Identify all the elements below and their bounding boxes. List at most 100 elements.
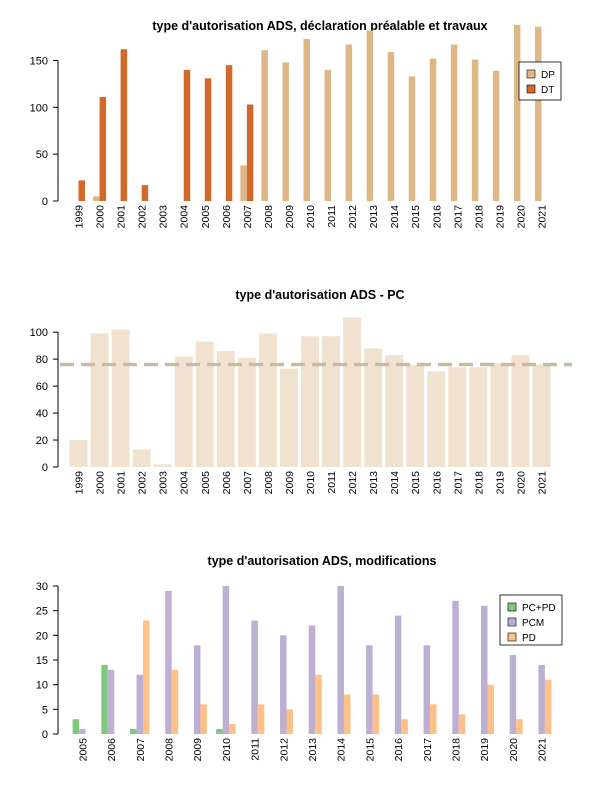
x-tick-label: 2006 bbox=[106, 738, 118, 762]
y-tick-label: 20 bbox=[36, 630, 48, 642]
bar-pd-2019 bbox=[487, 684, 494, 734]
x-tick-label: 2012 bbox=[278, 738, 290, 762]
bar-pcm-2007 bbox=[136, 674, 144, 734]
x-tick-label: 2000 bbox=[95, 471, 107, 495]
y-tick-label: 5 bbox=[42, 704, 48, 716]
bar-pc-2012 bbox=[343, 317, 362, 467]
x-tick-label: 2018 bbox=[473, 471, 485, 495]
bar-pc-2004 bbox=[174, 356, 193, 467]
chart-title: type d'autorisation ADS - PC bbox=[235, 288, 404, 302]
bar-dp-2009 bbox=[282, 62, 289, 202]
bar-pd-2009 bbox=[200, 704, 207, 734]
x-tick-label: 2017 bbox=[422, 738, 434, 762]
y-tick-label: 40 bbox=[36, 408, 48, 420]
bar-dp-2019 bbox=[492, 70, 500, 201]
bar-pd-2007 bbox=[143, 620, 150, 734]
bar-pc-2006 bbox=[216, 351, 235, 467]
y-tick-label: 25 bbox=[36, 606, 48, 618]
x-tick-label: 2016 bbox=[431, 205, 443, 229]
x-tick-label: 2003 bbox=[158, 205, 170, 229]
x-tick-label: 2008 bbox=[263, 471, 275, 495]
bar-pc-2007 bbox=[237, 357, 256, 467]
bar-pd-2018 bbox=[458, 714, 466, 734]
bar-dp-2020 bbox=[513, 24, 521, 201]
y-tick-label: 50 bbox=[36, 149, 48, 161]
bar-dp-2017 bbox=[450, 44, 458, 202]
bar-pd-2015 bbox=[372, 694, 380, 734]
bar-dp-2012 bbox=[345, 44, 353, 202]
bar-pc-2000 bbox=[90, 333, 109, 467]
x-tick-label: 2011 bbox=[326, 205, 338, 228]
bar-pc-2003 bbox=[153, 464, 172, 467]
x-tick-label: 2019 bbox=[494, 471, 506, 495]
x-tick-label: 2010 bbox=[221, 738, 233, 762]
bar-dp-2010 bbox=[303, 38, 310, 201]
bar-pcm-2010 bbox=[222, 586, 230, 734]
x-tick-label: 2009 bbox=[284, 471, 296, 495]
x-tick-label: 2008 bbox=[263, 205, 275, 229]
bar-dt-2004 bbox=[183, 69, 191, 201]
bar-dp-2007 bbox=[240, 165, 247, 201]
chart-modifications: type d'autorisation ADS, modifications 0 5… bbox=[0, 540, 600, 800]
x-tick-label: 1999 bbox=[74, 471, 86, 495]
x-tick-label: 2021 bbox=[536, 205, 548, 229]
bar-dp-2000 bbox=[93, 196, 100, 201]
bar-dp-2021 bbox=[534, 26, 542, 201]
x-tick-label: 2019 bbox=[494, 205, 506, 229]
bar-pc-2021 bbox=[532, 364, 551, 467]
bar-pc-2005 bbox=[195, 341, 214, 467]
legend-swatch-dp bbox=[526, 69, 536, 79]
x-tick-label: 2017 bbox=[452, 205, 464, 229]
y-tick-label: 100 bbox=[30, 327, 48, 339]
bar-pc-2014 bbox=[385, 355, 404, 467]
bar-dt-2006 bbox=[225, 65, 233, 201]
x-tick-label: 2010 bbox=[305, 471, 317, 495]
x-tick-label: 2018 bbox=[451, 738, 463, 762]
bar-dt-2000 bbox=[99, 97, 107, 201]
bar-dt-2001 bbox=[120, 49, 128, 201]
x-tick-label: 2020 bbox=[508, 738, 520, 762]
bar-pc-2009 bbox=[279, 368, 298, 467]
x-tick-label: 2014 bbox=[389, 205, 401, 229]
bar-pc-2002 bbox=[132, 449, 151, 467]
x-tick-label: 2005 bbox=[200, 205, 212, 229]
x-tick-label: 2017 bbox=[452, 471, 464, 495]
x-tick-label: 2005 bbox=[77, 738, 89, 762]
bar-pc-pd-2007 bbox=[130, 729, 137, 734]
x-tick-label: 1999 bbox=[74, 205, 86, 229]
bar-pc-2017 bbox=[448, 367, 467, 467]
bar-pc-2015 bbox=[406, 364, 425, 467]
x-tick-label: 2005 bbox=[200, 471, 212, 495]
bar-dt-2002 bbox=[141, 185, 149, 201]
x-tick-label: 2007 bbox=[242, 471, 254, 495]
x-tick-label: 2016 bbox=[431, 471, 443, 495]
x-tick-label: 2001 bbox=[116, 205, 128, 229]
x-tick-label: 2007 bbox=[242, 205, 254, 229]
bar-pc-2001 bbox=[111, 329, 130, 467]
x-tick-label: 2013 bbox=[307, 738, 319, 762]
bar-dt-1999 bbox=[78, 180, 86, 201]
chart-modifications-svg: type d'autorisation ADS, modifications 0 5… bbox=[36, 554, 563, 762]
x-tick-label: 2020 bbox=[515, 471, 527, 495]
bar-pcm-2016 bbox=[394, 615, 402, 734]
x-tick-label: 2021 bbox=[537, 738, 549, 762]
x-tick-label: 2000 bbox=[95, 205, 107, 229]
bar-pc-2010 bbox=[301, 336, 319, 467]
bar-pcm-2006 bbox=[107, 669, 115, 734]
x-tick-label: 2007 bbox=[135, 738, 147, 762]
x-tick-label: 2018 bbox=[473, 205, 485, 229]
legend-label-dt: DT bbox=[541, 85, 554, 96]
bar-dp-2016 bbox=[429, 58, 437, 201]
chart-pc-svg: type d'autorisation ADS - PC 0 20 40 60 80 100… bbox=[30, 288, 572, 495]
bar-pd-2021 bbox=[544, 679, 552, 734]
legend-swatch-pcm bbox=[507, 617, 517, 627]
x-tick-label: 2003 bbox=[158, 471, 170, 495]
bar-dt-2007 bbox=[246, 104, 254, 201]
x-tick-label: 2009 bbox=[192, 738, 204, 762]
x-tick-label: 2015 bbox=[364, 738, 376, 762]
legend-label-pd: PD bbox=[522, 633, 536, 644]
x-tick-label: 2011 bbox=[326, 471, 338, 494]
bar-pd-2016 bbox=[401, 719, 408, 734]
x-tick-label: 2004 bbox=[179, 205, 191, 229]
bar-pc-2013 bbox=[364, 348, 383, 467]
